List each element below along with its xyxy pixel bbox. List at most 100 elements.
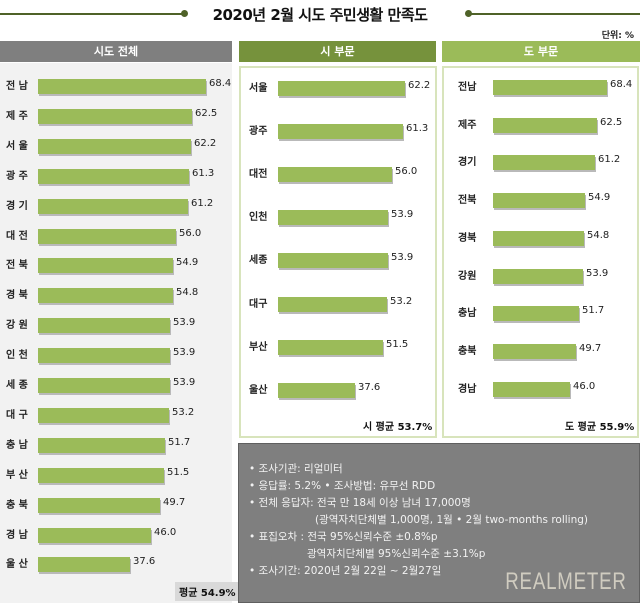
value-label-all: 49.7 (163, 497, 186, 508)
value-label-all: 54.8 (176, 287, 199, 298)
value-label-province: 61.2 (598, 154, 621, 165)
title-line-left (0, 13, 183, 15)
bar-all (38, 139, 191, 154)
title-line-right (468, 13, 640, 15)
info-line: • 전체 응답자: 전국 만 18세 이상 남녀 17,000명 (249, 497, 471, 509)
category-label-province: 전남 (458, 82, 477, 93)
bar-all (38, 79, 206, 94)
bar-all (38, 468, 164, 483)
bar-city (278, 340, 383, 355)
info-line: 광역자치단체별 95%신뢰수준 ±3.1%p (307, 548, 486, 560)
bar-all (38, 318, 170, 333)
value-label-all: 56.0 (179, 228, 202, 239)
info-line: (광역자치단체별 1,000명, 1월 • 2월 two-months roll… (315, 514, 589, 526)
info-line: • 응답률: 5.2% • 조사방법: 유무선 RDD (249, 480, 436, 492)
value-label-city: 62.2 (408, 80, 431, 91)
bar-city (278, 81, 405, 96)
bar-all (38, 169, 189, 184)
value-label-city: 37.6 (358, 382, 381, 393)
value-label-all: 46.0 (154, 527, 177, 538)
category-label-all: 경 기 (6, 201, 28, 212)
bar-province (493, 80, 607, 95)
bar-province (493, 155, 595, 170)
category-label-province: 경기 (458, 157, 477, 168)
header-province: 도 부문 (442, 41, 640, 62)
header-all: 시도 전체 (0, 41, 232, 62)
category-label-all: 경 남 (6, 530, 28, 541)
value-label-all: 51.7 (168, 437, 191, 448)
category-label-all: 광 주 (6, 171, 28, 182)
category-label-all: 경 북 (6, 290, 28, 301)
value-label-province: 62.5 (600, 117, 623, 128)
value-label-all: 61.2 (191, 198, 214, 209)
value-label-province: 51.7 (582, 305, 605, 316)
bar-city (278, 210, 388, 225)
value-label-all: 61.3 (192, 168, 215, 179)
value-label-all: 54.9 (176, 257, 199, 268)
value-label-province: 53.9 (586, 268, 609, 279)
category-label-province: 강원 (458, 271, 477, 282)
bar-all (38, 109, 192, 124)
category-label-all: 서 울 (6, 141, 28, 152)
category-label-city: 서울 (249, 83, 268, 94)
unit-label: 단위: % (601, 31, 634, 41)
bar-province (493, 231, 584, 246)
bar-city (278, 297, 387, 312)
category-label-city: 대전 (249, 169, 268, 180)
category-label-province: 전북 (458, 195, 477, 206)
info-line: • 조사기관: 리얼미터 (249, 463, 343, 475)
value-label-province: 68.4 (610, 79, 633, 90)
bar-province (493, 269, 583, 284)
value-label-all: 53.9 (173, 317, 196, 328)
category-label-city: 대구 (249, 299, 268, 310)
category-label-all: 충 북 (6, 500, 28, 511)
bar-all (38, 438, 165, 453)
category-label-all: 제 주 (6, 111, 28, 122)
bar-city (278, 124, 403, 139)
bar-province (493, 382, 570, 397)
bar-city (278, 253, 388, 268)
category-label-all: 인 천 (6, 350, 28, 361)
realmeter-logo: REALMETER (505, 568, 627, 595)
bar-province (493, 118, 597, 133)
value-label-province: 46.0 (573, 381, 596, 392)
bar-all (38, 288, 173, 303)
value-label-all: 68.4 (209, 78, 232, 89)
category-label-province: 충북 (458, 346, 477, 357)
category-label-city: 울산 (249, 385, 268, 396)
bar-all (38, 199, 188, 214)
value-label-city: 53.9 (391, 209, 414, 220)
bar-province (493, 306, 579, 321)
category-label-all: 세 종 (6, 380, 28, 391)
category-label-province: 경북 (458, 233, 477, 244)
category-label-city: 세종 (249, 255, 268, 266)
survey-info-lines: • 조사기관: 리얼미터 • 응답률: 5.2% • 조사방법: 유무선 RDD… (249, 461, 588, 580)
value-label-all: 53.9 (173, 347, 196, 358)
value-label-city: 56.0 (395, 166, 418, 177)
category-label-all: 전 북 (6, 260, 28, 271)
value-label-all: 53.2 (172, 407, 195, 418)
info-line: • 조사기간: 2020년 2월 22일 ~ 2월27일 (249, 565, 442, 577)
category-label-province: 충남 (458, 308, 477, 319)
value-label-city: 51.5 (386, 339, 409, 350)
bar-province (493, 193, 585, 208)
survey-info-box: • 조사기관: 리얼미터 • 응답률: 5.2% • 조사방법: 유무선 RDD… (238, 443, 640, 603)
average-city: 시 평균 53.7% (363, 422, 433, 433)
bar-all (38, 258, 173, 273)
value-label-province: 54.9 (588, 192, 611, 203)
value-label-all: 37.6 (133, 556, 156, 567)
category-label-province: 경남 (458, 384, 477, 395)
category-label-city: 인천 (249, 212, 268, 223)
header-city: 시 부문 (239, 41, 436, 62)
average-all: 평균 54.9% (175, 582, 240, 601)
bar-all (38, 498, 160, 513)
category-label-all: 전 남 (6, 81, 28, 92)
bar-city (278, 383, 355, 398)
info-line: • 표집오차 : 전국 95%신뢰수준 ±0.8%p (249, 531, 438, 543)
value-label-all: 51.5 (167, 467, 190, 478)
value-label-city: 53.2 (390, 296, 413, 307)
page-title: 2020년 2월 시도 주민생활 만족도 (212, 6, 428, 24)
value-label-city: 61.3 (406, 123, 429, 134)
bar-all (38, 378, 170, 393)
title-dot-left (181, 10, 188, 17)
